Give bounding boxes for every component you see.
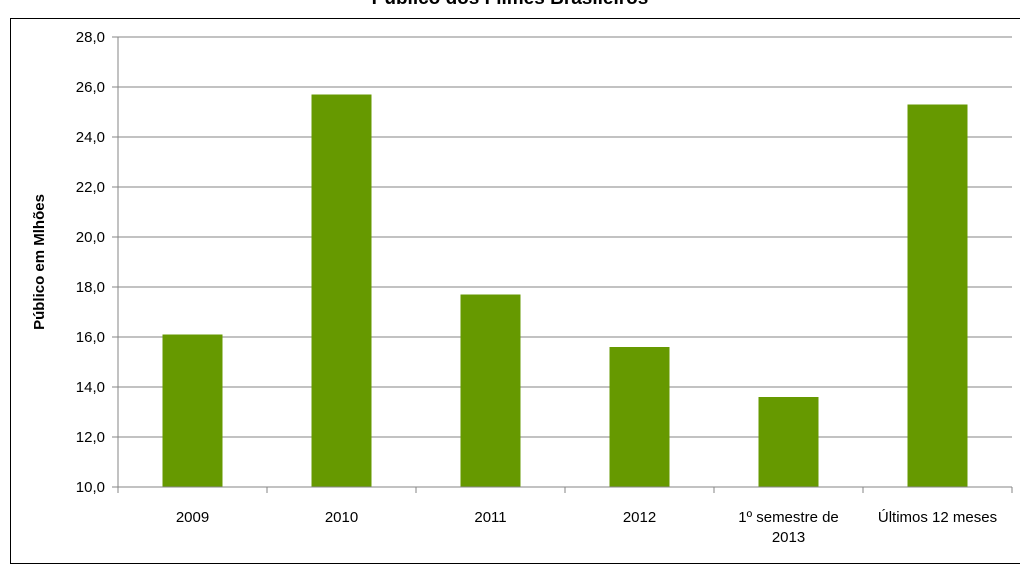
y-tick-label: 20,0 <box>76 229 105 246</box>
y-tick-labels: 10,0 12,0 14,0 16,0 18,0 20,0 22,0 24,0 26,0 28,0 <box>76 29 105 496</box>
y-tick-label: 22,0 <box>76 179 105 196</box>
y-tick-label: 18,0 <box>76 279 105 296</box>
y-tick-label: 26,0 <box>76 79 105 96</box>
bar-4 <box>609 347 670 487</box>
x-tick-label: Últimos 12 meses <box>878 509 997 526</box>
y-tick-label: 16,0 <box>76 329 105 346</box>
x-tick-labels: 2009 2010 2011 2012 1º semestre de 2013 Último… <box>176 509 997 546</box>
y-tick-label: 28,0 <box>76 29 105 46</box>
chart-title: Público dos Filmes Brasileiros <box>0 0 1020 10</box>
y-tick-label: 12,0 <box>76 429 105 446</box>
x-tick-label: 2011 <box>474 509 506 526</box>
gridlines <box>112 36 1013 493</box>
x-tick-label: 2013 <box>772 529 805 546</box>
bar-2 <box>311 94 372 487</box>
y-tick-label: 24,0 <box>76 129 105 146</box>
bars <box>162 94 968 487</box>
bar-1 <box>162 334 223 487</box>
bar-3 <box>460 294 521 487</box>
axes <box>117 37 1012 488</box>
x-tick-label: 2010 <box>325 509 358 526</box>
x-tick-label: 1º semestre de <box>738 509 839 526</box>
x-tick-label: 2012 <box>623 509 656 526</box>
y-tick-label: 10,0 <box>76 479 105 496</box>
y-axis-title: Público em Mlhões <box>31 194 48 330</box>
bar-5 <box>758 397 819 487</box>
y-tick-label: 14,0 <box>76 379 105 396</box>
bar-6 <box>907 104 968 487</box>
x-tick-label: 2009 <box>176 509 209 526</box>
